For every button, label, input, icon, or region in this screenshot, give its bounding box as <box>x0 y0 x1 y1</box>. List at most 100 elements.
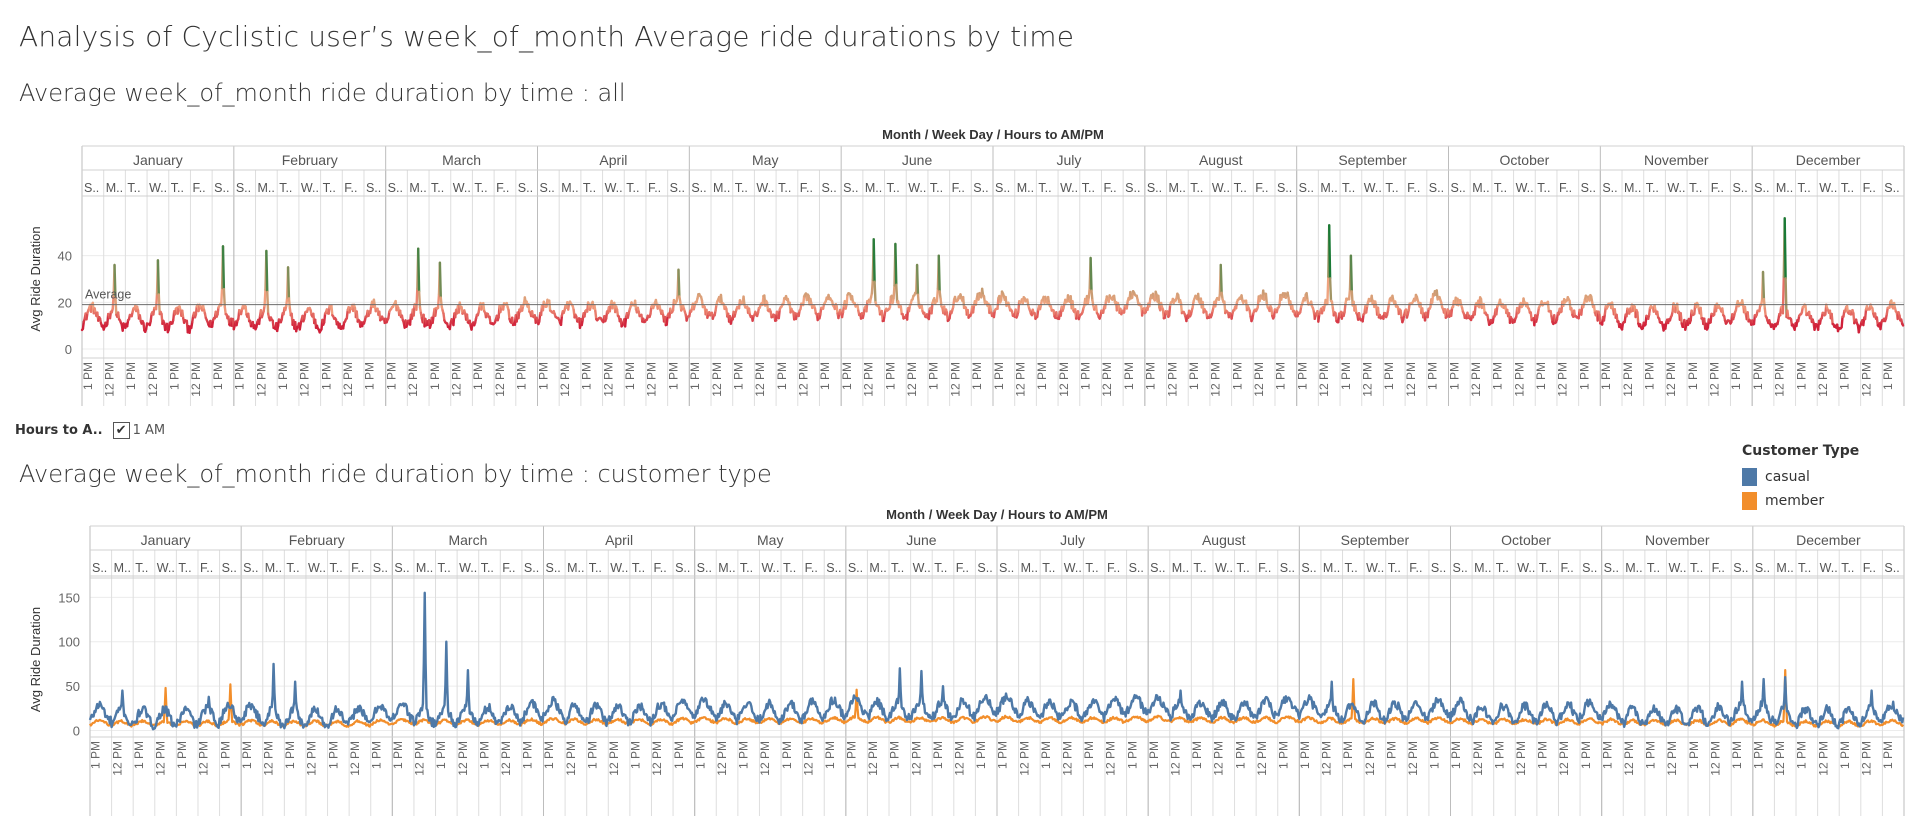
weekday-label: S.. <box>1429 181 1444 195</box>
legend-item-casual[interactable]: casual <box>1742 465 1859 489</box>
y-tick-label: 100 <box>58 635 80 650</box>
hour-label: 1 PM <box>391 741 405 769</box>
hour-label: 12 PM <box>406 362 420 397</box>
weekday-label: S.. <box>1581 181 1596 195</box>
month-label: August <box>1202 532 1246 548</box>
weekday-label: W.. <box>756 181 774 195</box>
line-segment <box>1343 302 1347 314</box>
weekday-label: T.. <box>1042 561 1055 575</box>
month-label: September <box>1341 532 1410 548</box>
hour-label: 1 PM <box>1492 741 1506 769</box>
weekday-label: M.. <box>1776 181 1793 195</box>
hour-label: 12 PM <box>1061 741 1075 776</box>
weekday-label: T.. <box>1234 181 1247 195</box>
legend-item-member[interactable]: member <box>1742 489 1859 513</box>
hour-label: 1 PM <box>996 741 1010 769</box>
hour-label: 12 PM <box>1708 741 1722 776</box>
month-label: November <box>1645 532 1710 548</box>
hour-label: 12 PM <box>1622 741 1636 776</box>
hour-label: 1 PM <box>883 362 897 390</box>
hours-filter-checkbox[interactable]: ✔ <box>112 421 130 439</box>
weekday-label: F.. <box>344 181 357 195</box>
line-segment <box>548 299 552 312</box>
y-tick-label: 0 <box>65 342 72 357</box>
weekday-label: S.. <box>84 181 99 195</box>
hour-label: 12 PM <box>1317 362 1331 397</box>
hour-label: 1 PM <box>1644 741 1658 769</box>
weekday-label: S.. <box>388 181 403 195</box>
hour-label: 1 PM <box>1447 362 1461 390</box>
weekday-label: F.. <box>200 561 213 575</box>
weekday-label: T.. <box>1345 561 1358 575</box>
hour-label: 1 PM <box>175 741 189 769</box>
weekday-label: W.. <box>1517 561 1535 575</box>
sheet-title-customer-type: Average week_of_month ride duration by t… <box>19 460 772 488</box>
weekday-label: S.. <box>1150 561 1165 575</box>
weekday-label: T.. <box>1237 561 1250 575</box>
line-segment <box>894 242 898 286</box>
line-segment <box>1328 277 1333 303</box>
line-segment <box>181 309 185 320</box>
line-segment <box>330 304 334 317</box>
line-segment <box>873 280 877 304</box>
hour-label: 12 PM <box>1816 741 1830 776</box>
line-segment <box>1168 303 1172 317</box>
hour-label: 12 PM <box>650 741 664 776</box>
hour-label: 1 PM <box>477 741 491 769</box>
hour-label: 1 PM <box>1190 741 1204 769</box>
line-segment <box>892 284 896 300</box>
weekday-label: S.. <box>540 181 555 195</box>
weekday-label: M.. <box>416 561 433 575</box>
hour-label: 12 PM <box>1708 362 1722 397</box>
line-segment <box>221 245 226 291</box>
y-tick-label: 20 <box>58 295 72 310</box>
weekday-label: M.. <box>265 561 282 575</box>
hour-label: 1 PM <box>283 741 297 769</box>
line-segment <box>937 254 941 293</box>
weekday-label: T.. <box>1689 181 1702 195</box>
hour-label: 12 PM <box>254 362 268 397</box>
y-tick-label: 50 <box>66 679 80 694</box>
hour-label: 1 PM <box>1491 362 1505 390</box>
hour-label: 12 PM <box>1404 362 1418 397</box>
weekday-label: F.. <box>805 561 818 575</box>
line-segment <box>765 301 770 312</box>
weekday-label: M.. <box>114 561 131 575</box>
line-segment <box>1644 314 1648 326</box>
weekday-label: S.. <box>1604 561 1619 575</box>
weekday-label: T.. <box>279 181 292 195</box>
line-segment <box>1450 306 1454 318</box>
line-segment <box>971 304 976 314</box>
month-label: May <box>752 152 778 168</box>
weekday-label: T.. <box>783 561 796 575</box>
hour-label: 12 PM <box>1100 362 1114 397</box>
customer-type-legend: Customer Type casual member <box>1742 443 1859 513</box>
weekday-label: T.. <box>1038 181 1051 195</box>
hours-filter-label: Hours to A.. <box>15 422 103 438</box>
weekday-label: S.. <box>546 561 561 575</box>
weekday-label: S.. <box>1582 561 1597 575</box>
line-segment <box>434 306 438 317</box>
hour-label: 1 PM <box>276 362 290 390</box>
y-tick-label: 0 <box>73 724 80 739</box>
hour-label: 1 PM <box>1295 362 1309 390</box>
line-segment <box>219 286 224 307</box>
weekday-label: T.. <box>740 561 753 575</box>
weekday-label: M.. <box>1017 181 1034 195</box>
line-chart-customer-type[interactable]: Month / Week Day / Hours to AM/PM 0 50 100 1… <box>0 500 1919 820</box>
hour-label: 12 PM <box>1255 741 1269 776</box>
line-segment <box>415 287 419 311</box>
weekday-label: T.. <box>735 181 748 195</box>
weekday-label: S.. <box>821 181 836 195</box>
weekday-label: S.. <box>1602 181 1617 195</box>
line-segment <box>1036 308 1040 318</box>
hour-label: 1 PM <box>1079 362 1093 390</box>
hour-label: 12 PM <box>1621 362 1635 397</box>
line-segment <box>265 249 269 294</box>
weekday-label: M.. <box>409 181 426 195</box>
line-chart-all[interactable]: Month / Week Day / Hours to AM/PM 0 20 40 Av… <box>0 120 1919 410</box>
line-segment <box>927 307 931 321</box>
hour-label: 1 PM <box>1729 362 1743 390</box>
line-segment <box>1071 300 1075 312</box>
weekday-label: F.. <box>1711 181 1724 195</box>
